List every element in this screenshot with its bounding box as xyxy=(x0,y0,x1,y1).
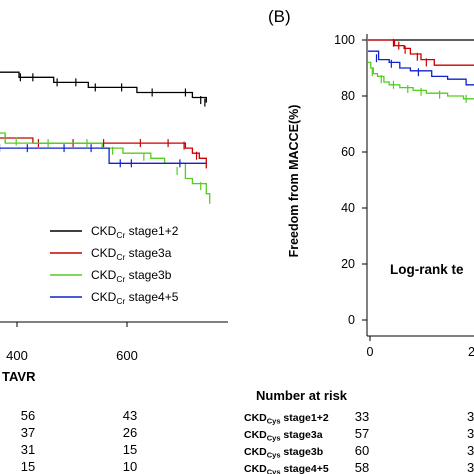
panel-a-series-line-3 xyxy=(0,147,207,164)
risk-value: 3 xyxy=(467,426,474,441)
panel-a-x-tick-label: 600 xyxy=(116,348,138,363)
panel-b-y-tick-label: 0 xyxy=(348,313,355,327)
risk-row-label: CKDCys stage1+2 xyxy=(244,412,329,426)
risk-value: 3 xyxy=(467,409,474,424)
risk-table-title: Number at risk xyxy=(256,388,348,403)
legend-label: CKDCr stage4+5 xyxy=(91,290,179,306)
panel-b-x-tick-label: 0 xyxy=(367,345,374,359)
risk-value: 15 xyxy=(123,442,137,457)
legend-label: CKDCr stage3a xyxy=(91,246,172,262)
panel-b-y-tick-label: 100 xyxy=(334,33,355,47)
risk-value: 60 xyxy=(355,443,369,458)
risk-value: 37 xyxy=(21,425,35,440)
panel-b-y-tick-label: 20 xyxy=(341,257,355,271)
panel-a-risk-table: 56 43 37 26 31 15 15 10 xyxy=(21,408,137,474)
panel-a-series-line-2 xyxy=(0,132,211,204)
risk-value: 57 xyxy=(355,426,369,441)
legend-label: CKDCr stage1+2 xyxy=(91,224,179,240)
panel-b-plot-lines xyxy=(368,38,474,103)
panel-b-risk-table: Number at risk CKDCys stage1+2 33 3CKDCys … xyxy=(244,388,474,474)
risk-value: 10 xyxy=(123,459,137,474)
panel-a: 400 600 TAVR CKDCr stage1+2 CKDCr stage3a… xyxy=(0,71,228,474)
panel-b-y-ticks: 100 80 60 40 20 0 xyxy=(334,33,367,327)
panel-a-legend: CKDCr stage1+2 CKDCr stage3a CKDCr stage3b… xyxy=(50,224,179,306)
panel-b: (B) Freedom from MACCE(%) 100 80 60 40 2… xyxy=(244,7,474,474)
risk-value: 15 xyxy=(21,459,35,474)
panel-a-series-line-0 xyxy=(0,71,207,103)
panel-a-plot-lines xyxy=(0,71,211,204)
risk-value: 56 xyxy=(21,408,35,423)
risk-value: 3 xyxy=(467,443,474,458)
risk-row-label: CKDCys stage4+5 xyxy=(244,463,329,474)
panel-a-x-axis-label: TAVR xyxy=(2,369,36,384)
panel-b-y-tick-label: 80 xyxy=(341,89,355,103)
risk-value: 43 xyxy=(123,408,137,423)
risk-value: 58 xyxy=(355,460,369,474)
panel-b-annotation: Log-rank te xyxy=(390,262,464,277)
risk-row-label: CKDCys stage3b xyxy=(244,446,323,460)
panel-a-x-tick-label: 400 xyxy=(6,348,28,363)
panel-b-y-tick-label: 60 xyxy=(341,145,355,159)
panel-b-x-tick-label: 2 xyxy=(468,345,474,359)
panel-b-y-tick-label: 40 xyxy=(341,201,355,215)
risk-row-label: CKDCys stage3a xyxy=(244,429,323,443)
risk-value: 31 xyxy=(21,442,35,457)
panel-b-series-line-2 xyxy=(368,61,474,100)
panel-b-series-line-1 xyxy=(368,39,474,66)
panel-b-series-line-3 xyxy=(368,50,474,86)
risk-value: 3 xyxy=(467,460,474,474)
panel-b-y-axis-label: Freedom from MACCE(%) xyxy=(287,105,301,258)
risk-value: 26 xyxy=(123,425,137,440)
risk-value: 33 xyxy=(355,409,369,424)
panel-b-label: (B) xyxy=(268,7,291,26)
legend-label: CKDCr stage3b xyxy=(91,268,172,284)
